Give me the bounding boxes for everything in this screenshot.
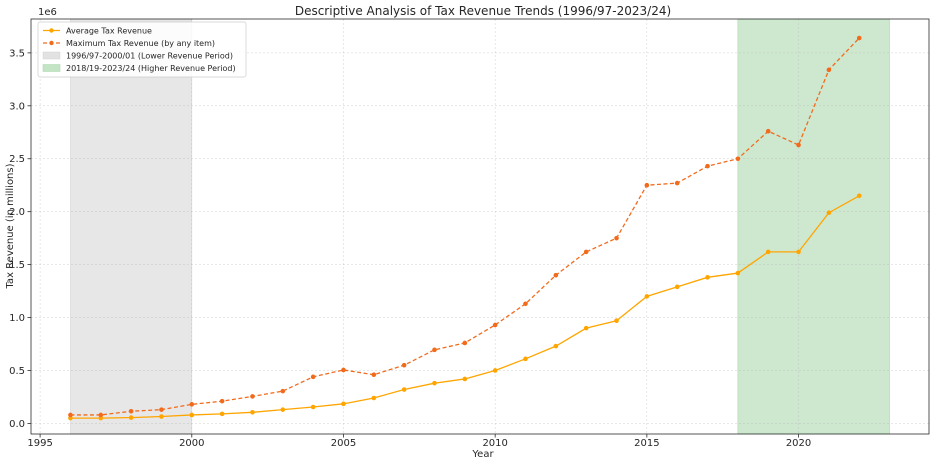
y-tick-label: 3.0 (9, 101, 25, 112)
data-point (341, 367, 346, 373)
data-point (159, 414, 164, 419)
data-point (432, 380, 437, 386)
data-point (765, 128, 771, 134)
data-point (735, 156, 741, 162)
data-point (159, 407, 164, 412)
legend-label: 1996/97-2000/01 (Lower Revenue Period) (66, 52, 233, 61)
data-point (553, 272, 559, 278)
legend-marker (49, 28, 54, 33)
data-point (250, 394, 255, 399)
data-point (614, 235, 619, 241)
legend-box (37, 21, 247, 78)
data-point (553, 343, 559, 349)
data-point (310, 404, 316, 410)
data-point (826, 67, 832, 73)
data-point (432, 347, 437, 353)
data-point (705, 163, 710, 169)
x-tick-label: 2010 (482, 438, 507, 449)
data-point (462, 376, 468, 382)
data-point (401, 387, 407, 392)
x-tick-label: 1995 (27, 438, 52, 449)
data-point (371, 372, 377, 378)
data-point (492, 368, 498, 373)
data-point (614, 318, 619, 324)
legend-label: Maximum Tax Revenue (by any item) (66, 39, 215, 48)
data-point (523, 301, 528, 307)
data-point (856, 193, 862, 199)
y-tick-label: 0.0 (9, 419, 25, 430)
data-point (310, 374, 316, 380)
data-point (68, 415, 73, 421)
data-point (98, 415, 104, 421)
data-point (583, 325, 589, 331)
data-point (68, 412, 73, 418)
legend-patch-swatch (42, 51, 61, 60)
x-axis-label: Year (471, 449, 494, 460)
data-point (219, 411, 225, 417)
y-tick-label: 1.0 (9, 313, 25, 324)
data-point (674, 284, 680, 290)
x-tick-label: 2015 (634, 438, 659, 449)
x-tick-label: 2020 (786, 438, 811, 449)
y-tick-label: 2.0 (9, 207, 25, 218)
data-point (492, 322, 498, 328)
data-point (462, 340, 468, 346)
legend-patch-swatch (42, 64, 61, 72)
data-point (250, 409, 255, 415)
data-point (523, 356, 528, 362)
plot-frame (30, 18, 930, 435)
data-point (796, 142, 801, 148)
data-point (644, 182, 650, 188)
data-point (98, 412, 104, 418)
data-point (219, 398, 225, 404)
data-point (583, 249, 589, 255)
shaded-region-1 (737, 18, 890, 435)
chart-title: Descriptive Analysis of Tax Revenue Tren… (295, 4, 671, 18)
y-tick-label: 3.5 (9, 48, 25, 59)
data-point (280, 407, 286, 412)
data-point (401, 362, 407, 368)
data-point (128, 415, 134, 420)
y-offset-label: 1e6 (38, 7, 57, 18)
data-point (189, 412, 195, 418)
legend-label: Average Tax Revenue (66, 27, 152, 36)
y-tick-label: 0.5 (9, 366, 25, 377)
data-point (371, 395, 377, 401)
data-point (735, 270, 741, 276)
x-tick-label: 2000 (179, 438, 204, 449)
data-point (280, 388, 286, 394)
legend-label: 2018/19-2023/24 (Higher Revenue Period) (66, 64, 236, 73)
data-point (189, 402, 195, 407)
data-point (826, 210, 832, 216)
data-point (705, 275, 710, 280)
data-point (341, 401, 346, 407)
data-point (644, 294, 650, 299)
data-point (796, 249, 801, 255)
data-point (674, 180, 680, 186)
legend-marker (49, 40, 54, 46)
x-tick-label: 2005 (331, 438, 356, 449)
data-point (856, 35, 862, 41)
y-tick-label: 2.5 (9, 154, 25, 165)
data-point (128, 408, 134, 414)
y-axis-label: Tax Revenue (in millions) (5, 163, 16, 289)
shaded-region-0 (70, 18, 193, 435)
y-tick-label: 1.5 (9, 260, 25, 271)
data-point (765, 249, 771, 255)
